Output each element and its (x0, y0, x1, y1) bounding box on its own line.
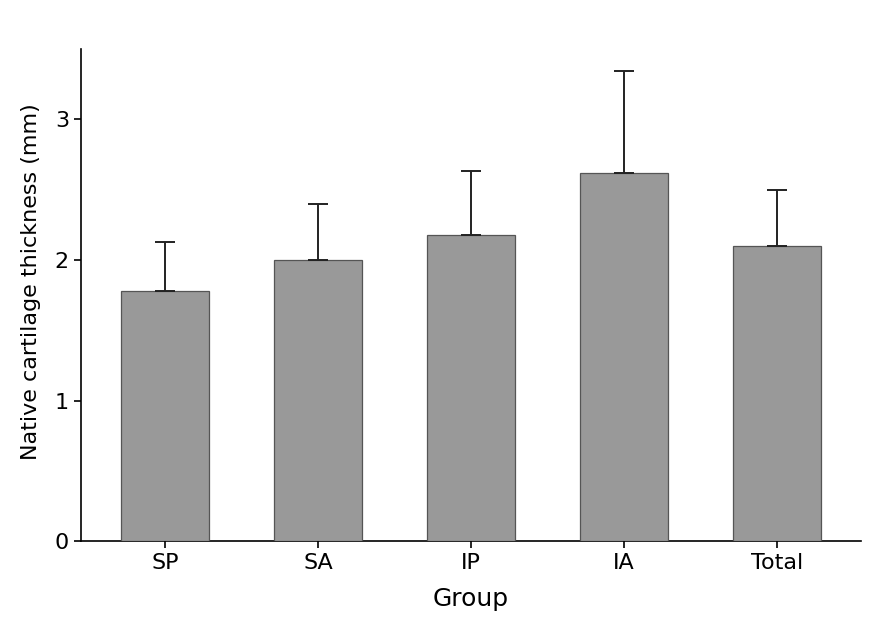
Y-axis label: Native cartilage thickness (mm): Native cartilage thickness (mm) (21, 103, 41, 459)
Bar (121, 291, 209, 542)
X-axis label: Group: Group (433, 587, 509, 611)
Bar (579, 173, 669, 542)
Bar (273, 260, 363, 542)
Bar (427, 234, 515, 542)
Bar (733, 246, 821, 542)
